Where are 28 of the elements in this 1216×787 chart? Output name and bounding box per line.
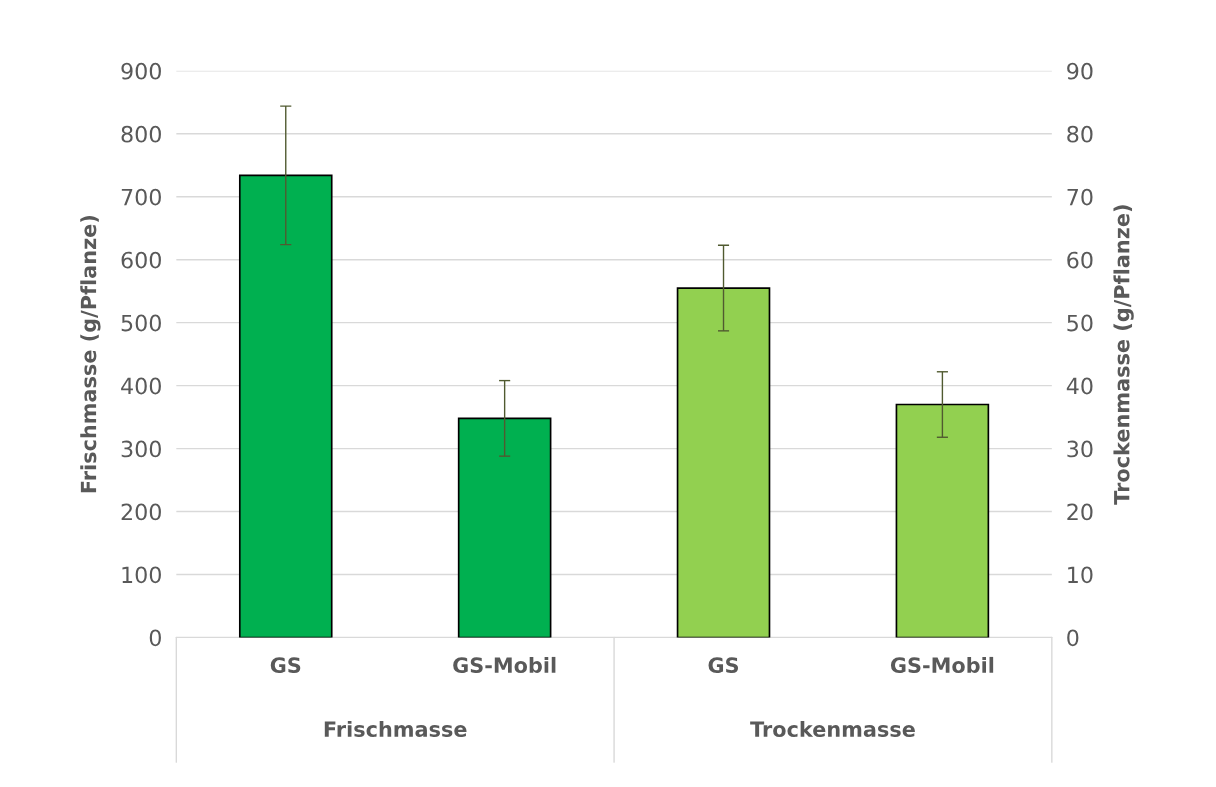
x-tick-label: GS-Mobil (890, 656, 994, 674)
y2-tick-label: 10 (1068, 566, 1093, 584)
x-tick-label: GS (708, 657, 739, 674)
y2-tick-label: 80 (1067, 125, 1093, 143)
y2-tick-label: 50 (1067, 314, 1093, 332)
text: Frischmasse (324, 720, 467, 738)
y2-tick-label: 70 (1067, 188, 1093, 206)
y2-tick-label: 90 (1067, 62, 1093, 80)
y-tick-label: 400 (121, 377, 161, 395)
y-tick-label: 100 (122, 566, 161, 584)
y2-tick-label: 40 (1066, 377, 1093, 395)
y-tick-label: 300 (121, 440, 161, 458)
y-tick-label: 500 (121, 314, 161, 332)
y2-tick-label: 30 (1067, 440, 1093, 458)
y-tick-label: 900 (121, 62, 161, 80)
y2-tick-label: 20 (1067, 503, 1093, 521)
y2-tick-label: 60 (1067, 251, 1093, 269)
y-tick-label: 0 (149, 629, 161, 647)
y2-axis-title: Trockenmasse (g/Pflanze) (1113, 205, 1134, 505)
y-tick-label: 700 (121, 188, 161, 206)
y-tick-label: 800 (121, 125, 161, 143)
x-tick-label: GS-Mobil (453, 656, 556, 674)
x-tick-label: GS (270, 657, 301, 674)
y-tick-label: 600 (121, 251, 161, 269)
text: Trockenmasse (750, 720, 915, 738)
y-axis-title: Frischmasse (g/Pflanze) (80, 215, 101, 493)
y2-tick-label: 0 (1067, 629, 1079, 647)
y-tick-label: 200 (121, 503, 161, 521)
